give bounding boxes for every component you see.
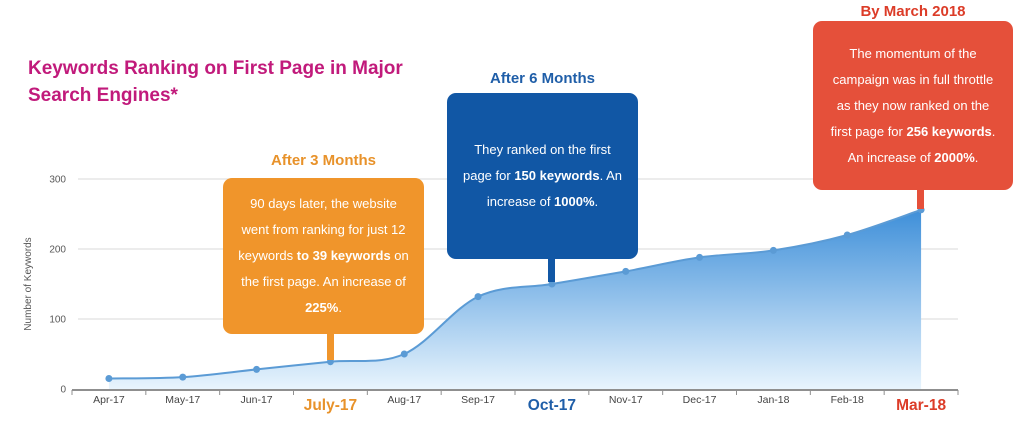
data-point-Jun-17: [253, 365, 261, 373]
data-point-Nov-17: [622, 267, 630, 275]
x-label-Nov-17: Nov-17: [609, 394, 643, 406]
y-tick-label-0: 0: [60, 385, 66, 396]
x-label-Sep-17: Sep-17: [461, 394, 495, 406]
text-segment-bold: 225%: [305, 300, 339, 315]
callout-title-by-march-2018: By March 2018: [860, 3, 966, 20]
callout-after-6-months: They ranked on the first page for 150 ke…: [447, 93, 638, 259]
text-segment-bold: 256 keywords: [906, 123, 992, 139]
text-segment: .: [974, 149, 979, 165]
text-segment-bold: 2000%: [934, 149, 975, 165]
x-label-May-17: May-17: [165, 394, 200, 406]
area-fill: [108, 209, 922, 389]
data-point-Jan-18: [769, 246, 777, 254]
text-segment-bold: 1000%: [554, 194, 595, 209]
x-label-Jun-17: Jun-17: [241, 394, 273, 406]
text-segment: on the first page. An increase of: [241, 248, 409, 289]
callout-title-after-6-months: After 6 Months: [490, 70, 595, 87]
data-point-May-17: [179, 373, 187, 381]
x-label-Aug-17: Aug-17: [387, 394, 421, 406]
data-point-Aug-17: [400, 350, 408, 358]
y-tick-label-100: 100: [49, 315, 66, 326]
y-tick-label-200: 200: [49, 245, 66, 256]
data-point-Apr-17: [105, 375, 113, 382]
data-point-Oct-17: [548, 280, 556, 288]
text-segment: They ranked on the first page for: [462, 142, 611, 183]
text-segment-bold: 150 keywords: [514, 168, 600, 183]
trend-line: [108, 208, 922, 380]
y-tick-label-300: 300: [49, 175, 66, 186]
text-segment: 90 days later, the website went from ran…: [238, 196, 406, 263]
x-label-Feb-18: Feb-18: [831, 394, 864, 406]
page-title: Keywords Ranking on First Page in Major …: [28, 58, 403, 106]
callout-stem-by-march-2018: [917, 188, 924, 209]
data-point-Dec-17: [696, 253, 704, 261]
x-label-Dec-17: Dec-17: [683, 394, 717, 406]
callout-body-after-6-months: They ranked on the first page for 150 ke…: [460, 137, 625, 215]
text-segment-bold: to 39 keywords: [296, 248, 391, 263]
x-label-Jan-18: Jan-18: [757, 394, 789, 406]
callout-stem-after-3-months: [327, 332, 334, 360]
text-segment: . An increase of: [847, 123, 996, 165]
x-label-Mar-18: Mar-18: [896, 397, 946, 414]
x-label-Oct-17: Oct-17: [528, 397, 576, 414]
text-segment: The momentum of the campaign was in full…: [830, 45, 994, 139]
callout-stem-after-6-months: [548, 257, 555, 282]
data-point-Feb-18: [843, 231, 851, 239]
x-label-Apr-17: Apr-17: [93, 394, 125, 406]
callout-after-3-months: 90 days later, the website went from ran…: [223, 178, 424, 334]
y-axis-title: Number of Keywords: [23, 237, 34, 330]
x-label-July-17: July-17: [304, 397, 357, 414]
text-segment: .: [594, 194, 599, 209]
text-segment: .: [338, 300, 342, 315]
callout-body-by-march-2018: The momentum of the campaign was in full…: [826, 41, 1000, 171]
callout-body-after-3-months: 90 days later, the website went from ran…: [236, 191, 411, 321]
callout-title-after-3-months: After 3 Months: [271, 152, 376, 169]
text-segment: . An increase of: [486, 168, 623, 209]
callout-by-march-2018: The momentum of the campaign was in full…: [813, 21, 1013, 190]
data-point-Sep-17: [474, 293, 482, 301]
